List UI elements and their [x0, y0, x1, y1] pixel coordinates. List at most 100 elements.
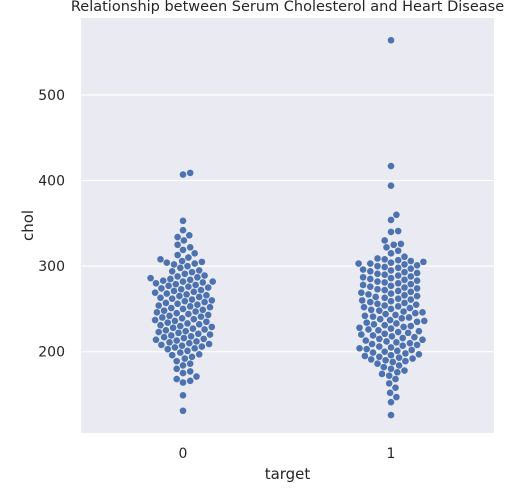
data-point	[381, 237, 389, 244]
data-point	[194, 301, 201, 308]
data-point	[398, 315, 406, 322]
data-point	[181, 270, 189, 278]
data-point	[359, 273, 367, 281]
data-point	[374, 300, 381, 308]
data-point	[409, 355, 416, 362]
y-tick-label: 400	[38, 174, 65, 190]
data-point	[394, 264, 402, 272]
data-point	[160, 307, 168, 314]
data-point	[393, 320, 400, 327]
data-point	[177, 322, 184, 330]
x-axis-label: target	[265, 465, 311, 483]
data-point	[179, 246, 187, 254]
data-point	[413, 261, 421, 269]
data-point	[387, 267, 395, 274]
data-point	[392, 384, 399, 391]
data-point	[401, 253, 408, 261]
data-point	[168, 332, 175, 339]
data-point	[186, 232, 193, 239]
data-point	[394, 227, 402, 235]
data-point	[356, 324, 363, 332]
data-point	[201, 272, 208, 279]
data-point	[390, 241, 398, 249]
data-point	[204, 311, 212, 319]
data-point	[397, 240, 405, 248]
data-point	[198, 258, 206, 266]
data-point	[385, 372, 393, 379]
data-point	[392, 311, 399, 319]
data-point	[180, 334, 188, 342]
data-point	[401, 299, 408, 307]
data-point	[367, 283, 374, 290]
data-point	[168, 351, 176, 359]
data-point	[374, 270, 381, 278]
y-tick-label: 500	[38, 88, 65, 104]
data-point	[190, 315, 198, 323]
data-point	[193, 338, 200, 345]
data-point	[181, 297, 189, 305]
data-point	[399, 334, 407, 342]
data-point	[201, 298, 208, 306]
data-point	[387, 228, 395, 236]
data-point	[386, 316, 394, 324]
data-point	[361, 312, 369, 320]
data-point	[374, 285, 381, 293]
data-point	[359, 281, 367, 289]
data-point	[407, 288, 415, 296]
data-point	[394, 256, 402, 264]
data-point	[387, 398, 395, 406]
data-point	[197, 286, 205, 294]
data-point	[415, 350, 423, 358]
data-point	[406, 339, 414, 347]
data-point	[166, 312, 173, 320]
data-point	[189, 325, 197, 332]
data-point	[387, 182, 395, 190]
y-axis-label: chol	[19, 210, 37, 241]
data-point	[419, 309, 426, 316]
data-point	[387, 411, 395, 419]
data-point	[387, 274, 395, 282]
data-point	[147, 274, 154, 282]
data-point	[376, 343, 383, 350]
data-point	[195, 267, 203, 274]
data-point	[413, 292, 421, 300]
y-tick-label: 200	[38, 345, 65, 361]
data-point	[367, 298, 374, 306]
data-point	[365, 291, 372, 298]
data-point	[186, 303, 194, 310]
data-point	[387, 216, 395, 224]
data-point	[184, 320, 191, 327]
data-point	[393, 211, 400, 219]
x-tick-label: 0	[179, 446, 188, 462]
data-point	[374, 278, 381, 285]
data-point	[394, 295, 402, 302]
data-point	[186, 339, 193, 347]
data-point	[386, 389, 394, 397]
data-point	[407, 280, 415, 288]
data-point	[399, 342, 407, 350]
data-point	[191, 250, 198, 257]
data-point	[173, 309, 180, 317]
data-point	[174, 273, 181, 280]
data-point	[407, 296, 415, 303]
data-point	[387, 351, 395, 359]
data-point	[191, 344, 198, 352]
data-point	[185, 254, 192, 261]
data-point	[192, 281, 199, 289]
data-point	[179, 362, 187, 369]
data-point	[381, 321, 389, 329]
data-point	[188, 296, 196, 303]
data-point	[203, 291, 210, 299]
data-point	[179, 171, 187, 178]
data-point	[394, 328, 402, 336]
data-point	[168, 267, 176, 275]
data-point	[381, 330, 389, 338]
data-point	[370, 321, 378, 328]
data-point	[178, 257, 186, 265]
data-point	[387, 36, 395, 44]
data-point	[197, 313, 205, 320]
data-point	[159, 314, 166, 321]
data-point	[168, 304, 175, 312]
data-point	[193, 373, 200, 380]
